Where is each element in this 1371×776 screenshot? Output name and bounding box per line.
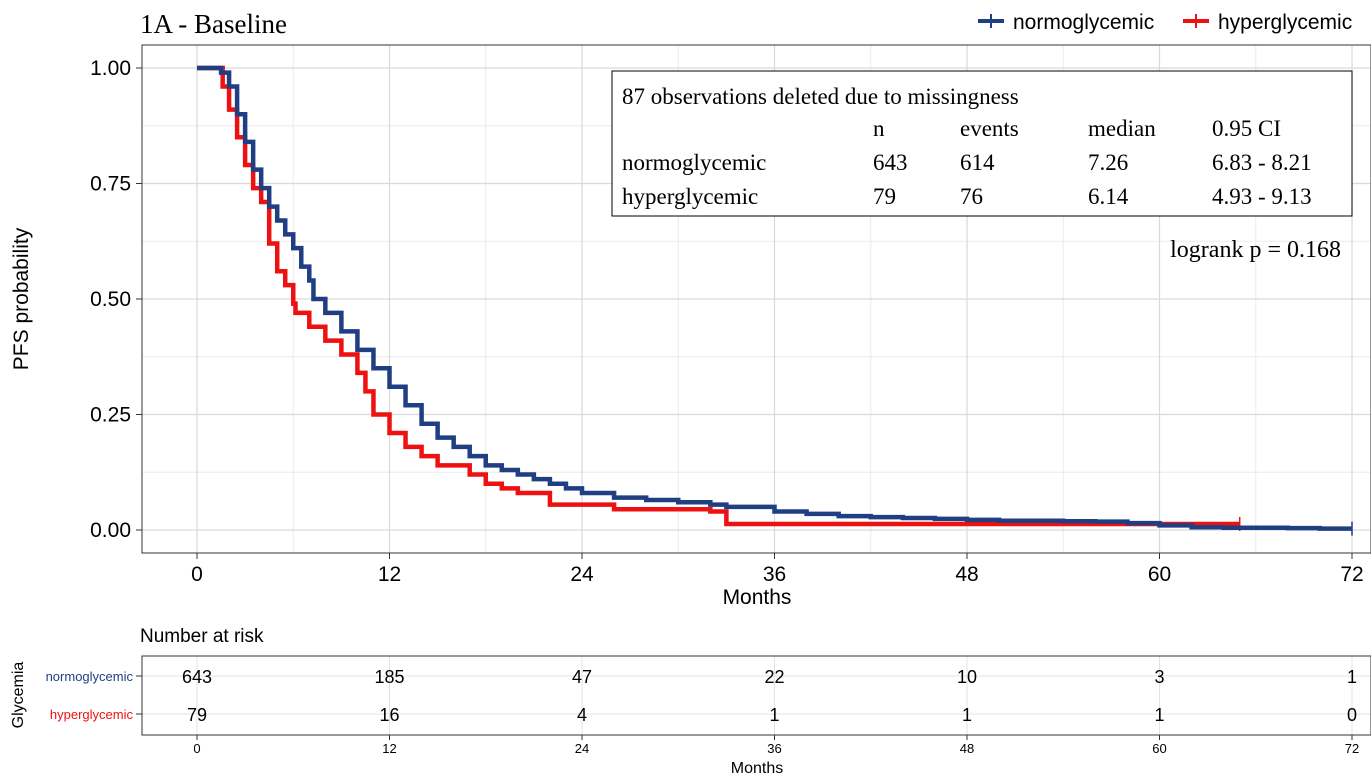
risk-x-tick-label: 0 [193,741,200,756]
risk-value: 16 [379,705,399,725]
row-normo-median: 7.26 [1088,150,1128,175]
x-axis-label: Months [723,586,792,609]
summary-box [611,70,1353,217]
risk-grid [142,656,1371,735]
logrank-text: logrank p = 0.168 [1170,237,1341,263]
x-tick-label: 72 [1340,563,1363,586]
risk-value: 185 [374,667,404,687]
row-hyper-ci: 4.93 - 9.13 [1212,184,1312,209]
x-axis: 0 12 24 36 48 60 72 [191,553,1364,586]
y-tick-label: 0.25 [90,404,131,427]
col-header-events: events [960,116,1019,141]
risk-value: 10 [957,667,977,687]
risk-x-axis: 0 12 24 36 48 60 72 [193,735,1359,756]
risk-value: 4 [577,705,587,725]
risk-value: 1 [1154,705,1164,725]
risk-table-title: Number at risk [140,626,264,647]
x-tick-label: 36 [763,563,786,586]
risk-value: 1 [1347,667,1357,687]
curve-hyperglycemic [197,65,1240,527]
risk-row-label-normoglycemic: normoglycemic [46,669,134,684]
risk-x-axis-label: Months [731,760,783,776]
risk-values: 643 185 47 22 10 3 179 16 4 1 1 1 0 [182,667,1357,725]
risk-x-tick-label: 72 [1345,741,1359,756]
col-header-n: n [873,116,885,141]
x-tick-label: 48 [955,563,978,586]
summary-table: 87 observations deleted due to missingne… [611,70,1353,217]
risk-x-tick-label: 60 [1152,741,1166,756]
risk-value: 22 [764,667,784,687]
risk-value: 0 [1347,705,1357,725]
risk-value: 1 [962,705,972,725]
legend-label-normoglycemic: normoglycemic [1013,11,1154,34]
row-normo-events: 614 [960,150,995,175]
row-hyper-median: 6.14 [1088,184,1129,209]
row-hyper-n: 79 [873,184,896,209]
risk-x-tick-label: 24 [575,741,589,756]
risk-y-axis-label: Glycemia [10,662,27,729]
risk-value: 1 [769,705,779,725]
risk-table-border [141,655,1371,736]
y-axis: 0.00 0.25 0.50 0.75 1.00 [90,57,142,542]
risk-value: 3 [1154,667,1164,687]
curve-normoglycemic [197,65,1352,531]
survival-curves [197,65,1353,536]
missing-note: 87 observations deleted due to missingne… [622,84,1019,109]
x-tick-label: 24 [570,563,594,586]
risk-row-labels: normoglycemic hyperglycemic [46,669,142,722]
y-tick-label: 0.00 [90,519,131,542]
risk-x-tick-label: 48 [960,741,974,756]
row-hyper-events: 76 [960,184,983,209]
y-tick-label: 0.75 [90,173,131,196]
row-normo-name: normoglycemic [622,150,766,175]
row-normo-ci: 6.83 - 8.21 [1212,150,1312,175]
risk-table-panel: 643 185 47 22 10 3 179 16 4 1 1 1 0 [141,655,1371,736]
x-tick-label: 0 [191,563,203,586]
col-header-ci: 0.95 CI [1212,116,1281,141]
legend: normoglycemic hyperglycemic [978,11,1352,34]
x-tick-label: 12 [378,563,401,586]
risk-row-label-hyperglycemic: hyperglycemic [50,707,134,722]
chart-title: 1A - Baseline [140,9,287,39]
x-tick-label: 60 [1148,563,1171,586]
y-axis-label: PFS probability [10,227,33,370]
risk-x-tick-label: 36 [767,741,781,756]
risk-value: 79 [187,705,207,725]
row-normo-n: 643 [873,150,908,175]
risk-value: 47 [572,667,592,687]
y-tick-label: 1.00 [90,57,131,80]
row-hyper-name: hyperglycemic [622,184,758,209]
col-header-median: median [1088,116,1156,141]
y-tick-label: 0.50 [90,288,131,311]
legend-label-hyperglycemic: hyperglycemic [1218,11,1352,34]
risk-value: 643 [182,667,212,687]
risk-x-tick-label: 12 [382,741,396,756]
